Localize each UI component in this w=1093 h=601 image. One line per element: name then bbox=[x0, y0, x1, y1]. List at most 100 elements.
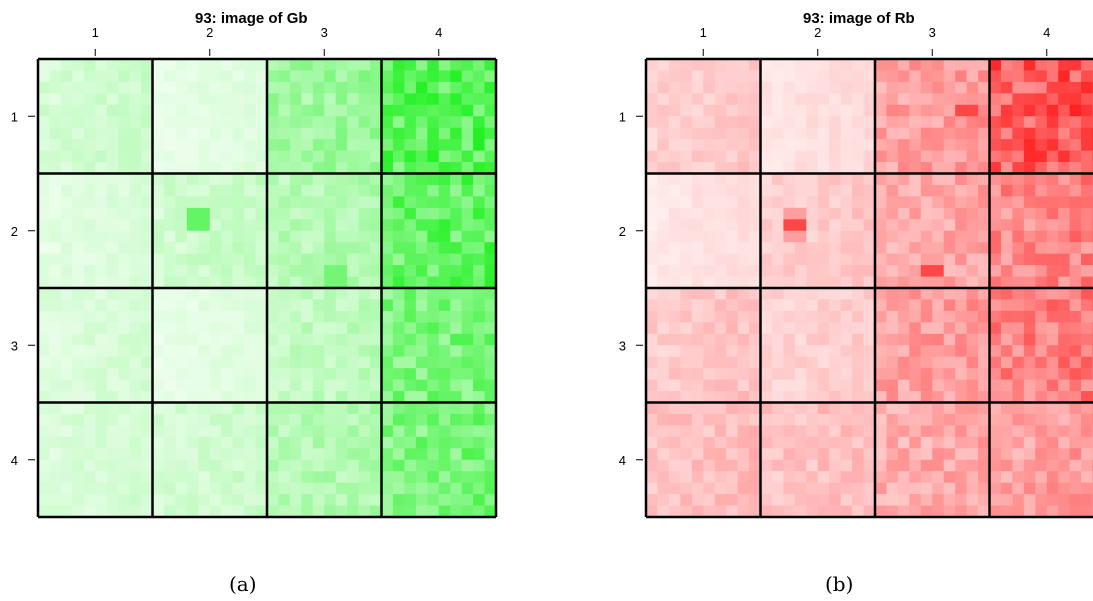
heatmap-tile bbox=[863, 184, 876, 197]
heatmap-tile bbox=[691, 288, 704, 301]
heatmap-tile bbox=[255, 173, 268, 186]
heatmap-tile bbox=[473, 368, 486, 381]
heatmap-tile bbox=[221, 104, 234, 117]
heatmap-tile bbox=[267, 219, 280, 232]
heatmap-tile bbox=[347, 93, 360, 106]
heatmap-tile bbox=[840, 425, 853, 438]
heatmap-tile bbox=[267, 333, 280, 346]
heatmap-tile bbox=[129, 505, 142, 518]
heatmap-tile bbox=[175, 116, 188, 129]
heatmap-tile bbox=[129, 288, 142, 301]
heatmap-tile bbox=[875, 196, 888, 209]
heatmap-tile bbox=[989, 81, 1002, 94]
heatmap-tile bbox=[163, 184, 176, 197]
heatmap-tile bbox=[749, 482, 762, 495]
heatmap-tile bbox=[760, 139, 773, 152]
heatmap-tile bbox=[392, 127, 405, 140]
heatmap-tile bbox=[381, 436, 394, 449]
heatmap-tile bbox=[726, 482, 739, 495]
heatmap-tile bbox=[289, 333, 302, 346]
heatmap-tile bbox=[312, 59, 325, 72]
heatmap-tile bbox=[324, 253, 337, 266]
heatmap-tile bbox=[875, 379, 888, 392]
heatmap-tile bbox=[49, 230, 62, 243]
heatmap-tile bbox=[335, 242, 348, 255]
heatmap-tile bbox=[106, 368, 119, 381]
heatmap-tile bbox=[714, 310, 727, 323]
heatmap-tile bbox=[38, 322, 51, 335]
heatmap-tile bbox=[209, 276, 222, 289]
heatmap-tile bbox=[49, 322, 62, 335]
heatmap-tile bbox=[691, 116, 704, 129]
heatmap-tile bbox=[852, 413, 865, 426]
heatmap-tile bbox=[920, 310, 933, 323]
heatmap-tile bbox=[324, 494, 337, 507]
heatmap-tile bbox=[1081, 356, 1093, 369]
heatmap-tile bbox=[38, 116, 51, 129]
heatmap-tile bbox=[381, 93, 394, 106]
heatmap-tile bbox=[1046, 345, 1059, 358]
heatmap-tile bbox=[72, 173, 85, 186]
heatmap-tile bbox=[267, 242, 280, 255]
heatmap-tile bbox=[83, 139, 96, 152]
heatmap-tile bbox=[794, 116, 807, 129]
heatmap-tile bbox=[163, 391, 176, 404]
heatmap-tile bbox=[244, 391, 257, 404]
heatmap-tile bbox=[301, 70, 314, 83]
heatmap-tile bbox=[932, 219, 945, 232]
heatmap-tile bbox=[955, 425, 968, 438]
heatmap-tile bbox=[324, 139, 337, 152]
heatmap-tile bbox=[186, 413, 199, 426]
heatmap-tile bbox=[461, 505, 474, 518]
heatmap-tile bbox=[152, 345, 165, 358]
heatmap-tile bbox=[244, 276, 257, 289]
heatmap-tile bbox=[897, 196, 910, 209]
heatmap-tile bbox=[129, 299, 142, 312]
heatmap-tile bbox=[668, 104, 681, 117]
heatmap-tile bbox=[335, 345, 348, 358]
heatmap-tile bbox=[438, 505, 451, 518]
heatmap-tile bbox=[829, 230, 842, 243]
heatmap-tile bbox=[95, 459, 108, 472]
heatmap-tile bbox=[415, 368, 428, 381]
heatmap-tile bbox=[760, 104, 773, 117]
heatmap-tile bbox=[886, 81, 899, 94]
heatmap-tile bbox=[392, 93, 405, 106]
heatmap-tile bbox=[324, 93, 337, 106]
heatmap-tile bbox=[255, 104, 268, 117]
heatmap-tile bbox=[427, 459, 440, 472]
heatmap-tile bbox=[232, 162, 245, 175]
heatmap-tile bbox=[646, 116, 659, 129]
heatmap-tile bbox=[415, 219, 428, 232]
heatmap-tile bbox=[141, 184, 154, 197]
heatmap-tile bbox=[714, 104, 727, 117]
heatmap-tile bbox=[427, 139, 440, 152]
heatmap-tile bbox=[668, 333, 681, 346]
heatmap-tile bbox=[1081, 139, 1093, 152]
heatmap-tile bbox=[450, 494, 463, 507]
heatmap-tile bbox=[152, 425, 165, 438]
heatmap-tile bbox=[186, 482, 199, 495]
heatmap-tile bbox=[852, 219, 865, 232]
heatmap-tile bbox=[312, 436, 325, 449]
heatmap-tile bbox=[347, 322, 360, 335]
heatmap-tile bbox=[657, 471, 670, 484]
heatmap-tile bbox=[163, 368, 176, 381]
heatmap-tile bbox=[301, 413, 314, 426]
heatmap-tile bbox=[484, 356, 497, 369]
heatmap-tile bbox=[95, 127, 108, 140]
heatmap-tile bbox=[771, 494, 784, 507]
heatmap-tile bbox=[943, 299, 956, 312]
heatmap-tile bbox=[438, 299, 451, 312]
heatmap-tile bbox=[978, 448, 991, 461]
heatmap-tile bbox=[657, 59, 670, 72]
heatmap-tile bbox=[232, 265, 245, 278]
heatmap-tile bbox=[737, 81, 750, 94]
heatmap-tile bbox=[760, 448, 773, 461]
heatmap-tile bbox=[438, 81, 451, 94]
heatmap-tile bbox=[909, 70, 922, 83]
heatmap-tile bbox=[381, 196, 394, 209]
heatmap-tile bbox=[221, 253, 234, 266]
heatmap-tile bbox=[198, 505, 211, 518]
heatmap-tile bbox=[657, 299, 670, 312]
